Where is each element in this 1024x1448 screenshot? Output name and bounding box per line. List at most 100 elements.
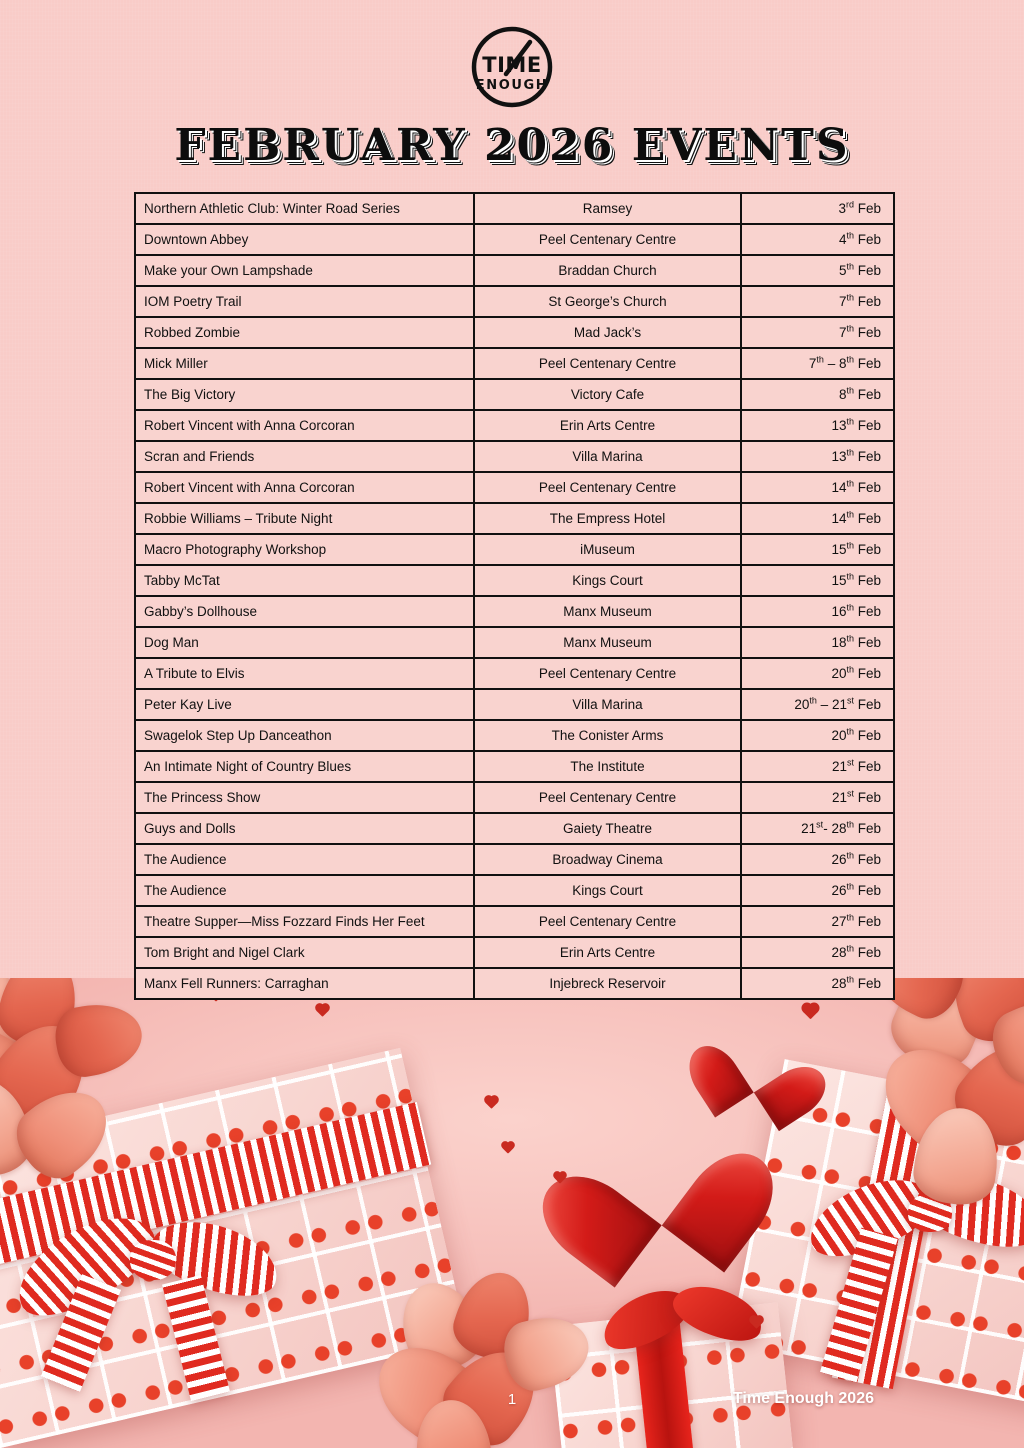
svg-text:ENOUGH: ENOUGH [476, 78, 549, 93]
event-name-cell: Northern Athletic Club: Winter Road Seri… [134, 192, 475, 225]
date-cell: 21st Feb [740, 781, 895, 814]
table-row: Robert Vincent with Anna Corcoran Peel Ce… [134, 471, 895, 504]
event-name-cell: IOM Poetry Trail [134, 285, 475, 318]
venue-cell: Kings Court [473, 874, 742, 907]
date-cell: 8th Feb [740, 378, 895, 411]
venue-cell: Braddan Church [473, 254, 742, 287]
venue-cell: Peel Centenary Centre [473, 657, 742, 690]
table-row: Make your Own Lampshade Braddan Church 5th… [134, 254, 895, 287]
valentine-decoration-photo [0, 978, 1024, 1448]
table-row: Tom Bright and Nigel Clark Erin Arts Cent… [134, 936, 895, 969]
event-name-cell: Robbed Zombie [134, 316, 475, 349]
table-row: A Tribute to Elvis Peel Centenary Centre 2… [134, 657, 895, 690]
date-cell: 13th Feb [740, 440, 895, 473]
date-cell: 20th – 21st Feb [740, 688, 895, 721]
event-name-cell: Downtown Abbey [134, 223, 475, 256]
event-name-cell: The Princess Show [134, 781, 475, 814]
table-row: Swagelok Step Up Danceathon The Conister … [134, 719, 895, 752]
svg-text:TIME: TIME [482, 53, 541, 77]
event-name-cell: Peter Kay Live [134, 688, 475, 721]
table-row: The Princess Show Peel Centenary Centre 21… [134, 781, 895, 814]
date-cell: 28th Feb [740, 936, 895, 969]
date-cell: 7th – 8th Feb [740, 347, 895, 380]
table-row: Robbed Zombie Mad Jack’s 7th Feb [134, 316, 895, 349]
date-cell: 16th Feb [740, 595, 895, 628]
event-name-cell: Macro Photography Workshop [134, 533, 475, 566]
event-name-cell: Manx Fell Runners: Carraghan [134, 967, 475, 1000]
venue-cell: Manx Museum [473, 626, 742, 659]
date-cell: 20th Feb [740, 657, 895, 690]
venue-cell: Peel Centenary Centre [473, 223, 742, 256]
venue-cell: Peel Centenary Centre [473, 781, 742, 814]
table-row: Guys and Dolls Gaiety Theatre 21st- 28th F… [134, 812, 895, 845]
venue-cell: Mad Jack’s [473, 316, 742, 349]
page-title: FEBRUARY 2026 EVENTS [174, 120, 850, 171]
foil-heart-large [569, 1104, 742, 1264]
date-cell: 26th Feb [740, 874, 895, 907]
venue-cell: Ramsey [473, 192, 742, 225]
date-cell: 5th Feb [740, 254, 895, 287]
date-cell: 14th Feb [740, 471, 895, 504]
foil-heart-small [705, 1017, 812, 1118]
table-row: Theatre Supper—Miss Fozzard Finds Her Fe… [134, 905, 895, 938]
table-row: Robbie Williams – Tribute Night The Empre… [134, 502, 895, 535]
event-name-cell: Robert Vincent with Anna Corcoran [134, 471, 475, 504]
event-name-cell: Guys and Dolls [134, 812, 475, 845]
date-cell: 3rd Feb [740, 192, 895, 225]
venue-cell: Manx Museum [473, 595, 742, 628]
venue-cell: St George’s Church [473, 285, 742, 318]
brand-logo: TIME ENOUGH [0, 22, 1024, 110]
event-name-cell: The Audience [134, 874, 475, 907]
venue-cell: Erin Arts Centre [473, 409, 742, 442]
event-name-cell: The Big Victory [134, 378, 475, 411]
date-cell: 13th Feb [740, 409, 895, 442]
date-cell: 26th Feb [740, 843, 895, 876]
date-cell: 18th Feb [740, 626, 895, 659]
table-row: The Audience Kings Court 26th Feb [134, 874, 895, 907]
table-row: The Big Victory Victory Cafe 8th Feb [134, 378, 895, 411]
table-row: Robert Vincent with Anna Corcoran Erin Ar… [134, 409, 895, 442]
time-enough-circle-logo: TIME ENOUGH [468, 22, 556, 110]
event-name-cell: Robert Vincent with Anna Corcoran [134, 409, 475, 442]
table-row: Macro Photography Workshop iMuseum 15th Fe… [134, 533, 895, 566]
event-name-cell: Mick Miller [134, 347, 475, 380]
venue-cell: Broadway Cinema [473, 843, 742, 876]
venue-cell: Peel Centenary Centre [473, 347, 742, 380]
venue-cell: iMuseum [473, 533, 742, 566]
event-name-cell: Tom Bright and Nigel Clark [134, 936, 475, 969]
event-name-cell: Scran and Friends [134, 440, 475, 473]
event-name-cell: A Tribute to Elvis [134, 657, 475, 690]
flower-cluster-bottom [360, 1262, 597, 1448]
venue-cell: Peel Centenary Centre [473, 905, 742, 938]
table-row: Gabby’s Dollhouse Manx Museum 16th Feb [134, 595, 895, 628]
event-name-cell: Robbie Williams – Tribute Night [134, 502, 475, 535]
footer-copyright: Time Enough 2026 [732, 1390, 874, 1407]
venue-cell: Villa Marina [473, 688, 742, 721]
table-row: Manx Fell Runners: Carraghan Injebreck Re… [134, 967, 895, 1000]
table-row: Dog Man Manx Museum 18th Feb [134, 626, 895, 659]
date-cell: 27th Feb [740, 905, 895, 938]
flower-cluster-right [860, 978, 1024, 1210]
date-cell: 7th Feb [740, 316, 895, 349]
date-cell: 7th Feb [740, 285, 895, 318]
date-cell: 15th Feb [740, 533, 895, 566]
table-row: Scran and Friends Villa Marina 13th Feb [134, 440, 895, 473]
event-name-cell: Swagelok Step Up Danceathon [134, 719, 475, 752]
event-name-cell: Gabby’s Dollhouse [134, 595, 475, 628]
date-cell: 21st- 28th Feb [740, 812, 895, 845]
event-name-cell: Tabby McTat [134, 564, 475, 597]
venue-cell: Victory Cafe [473, 378, 742, 411]
venue-cell: The Empress Hotel [473, 502, 742, 535]
date-cell: 28th Feb [740, 967, 895, 1000]
events-table-wrapper: Northern Athletic Club: Winter Road Seri… [134, 192, 895, 1000]
table-row: IOM Poetry Trail St George’s Church 7th Fe… [134, 285, 895, 318]
date-cell: 4th Feb [740, 223, 895, 256]
bow-knot-left [130, 1240, 176, 1280]
venue-cell: Gaiety Theatre [473, 812, 742, 845]
table-row: Peter Kay Live Villa Marina 20th – 21st Fe… [134, 688, 895, 721]
date-cell: 14th Feb [740, 502, 895, 535]
event-name-cell: The Audience [134, 843, 475, 876]
table-row: Mick Miller Peel Centenary Centre 7th – 8t… [134, 347, 895, 380]
venue-cell: Kings Court [473, 564, 742, 597]
